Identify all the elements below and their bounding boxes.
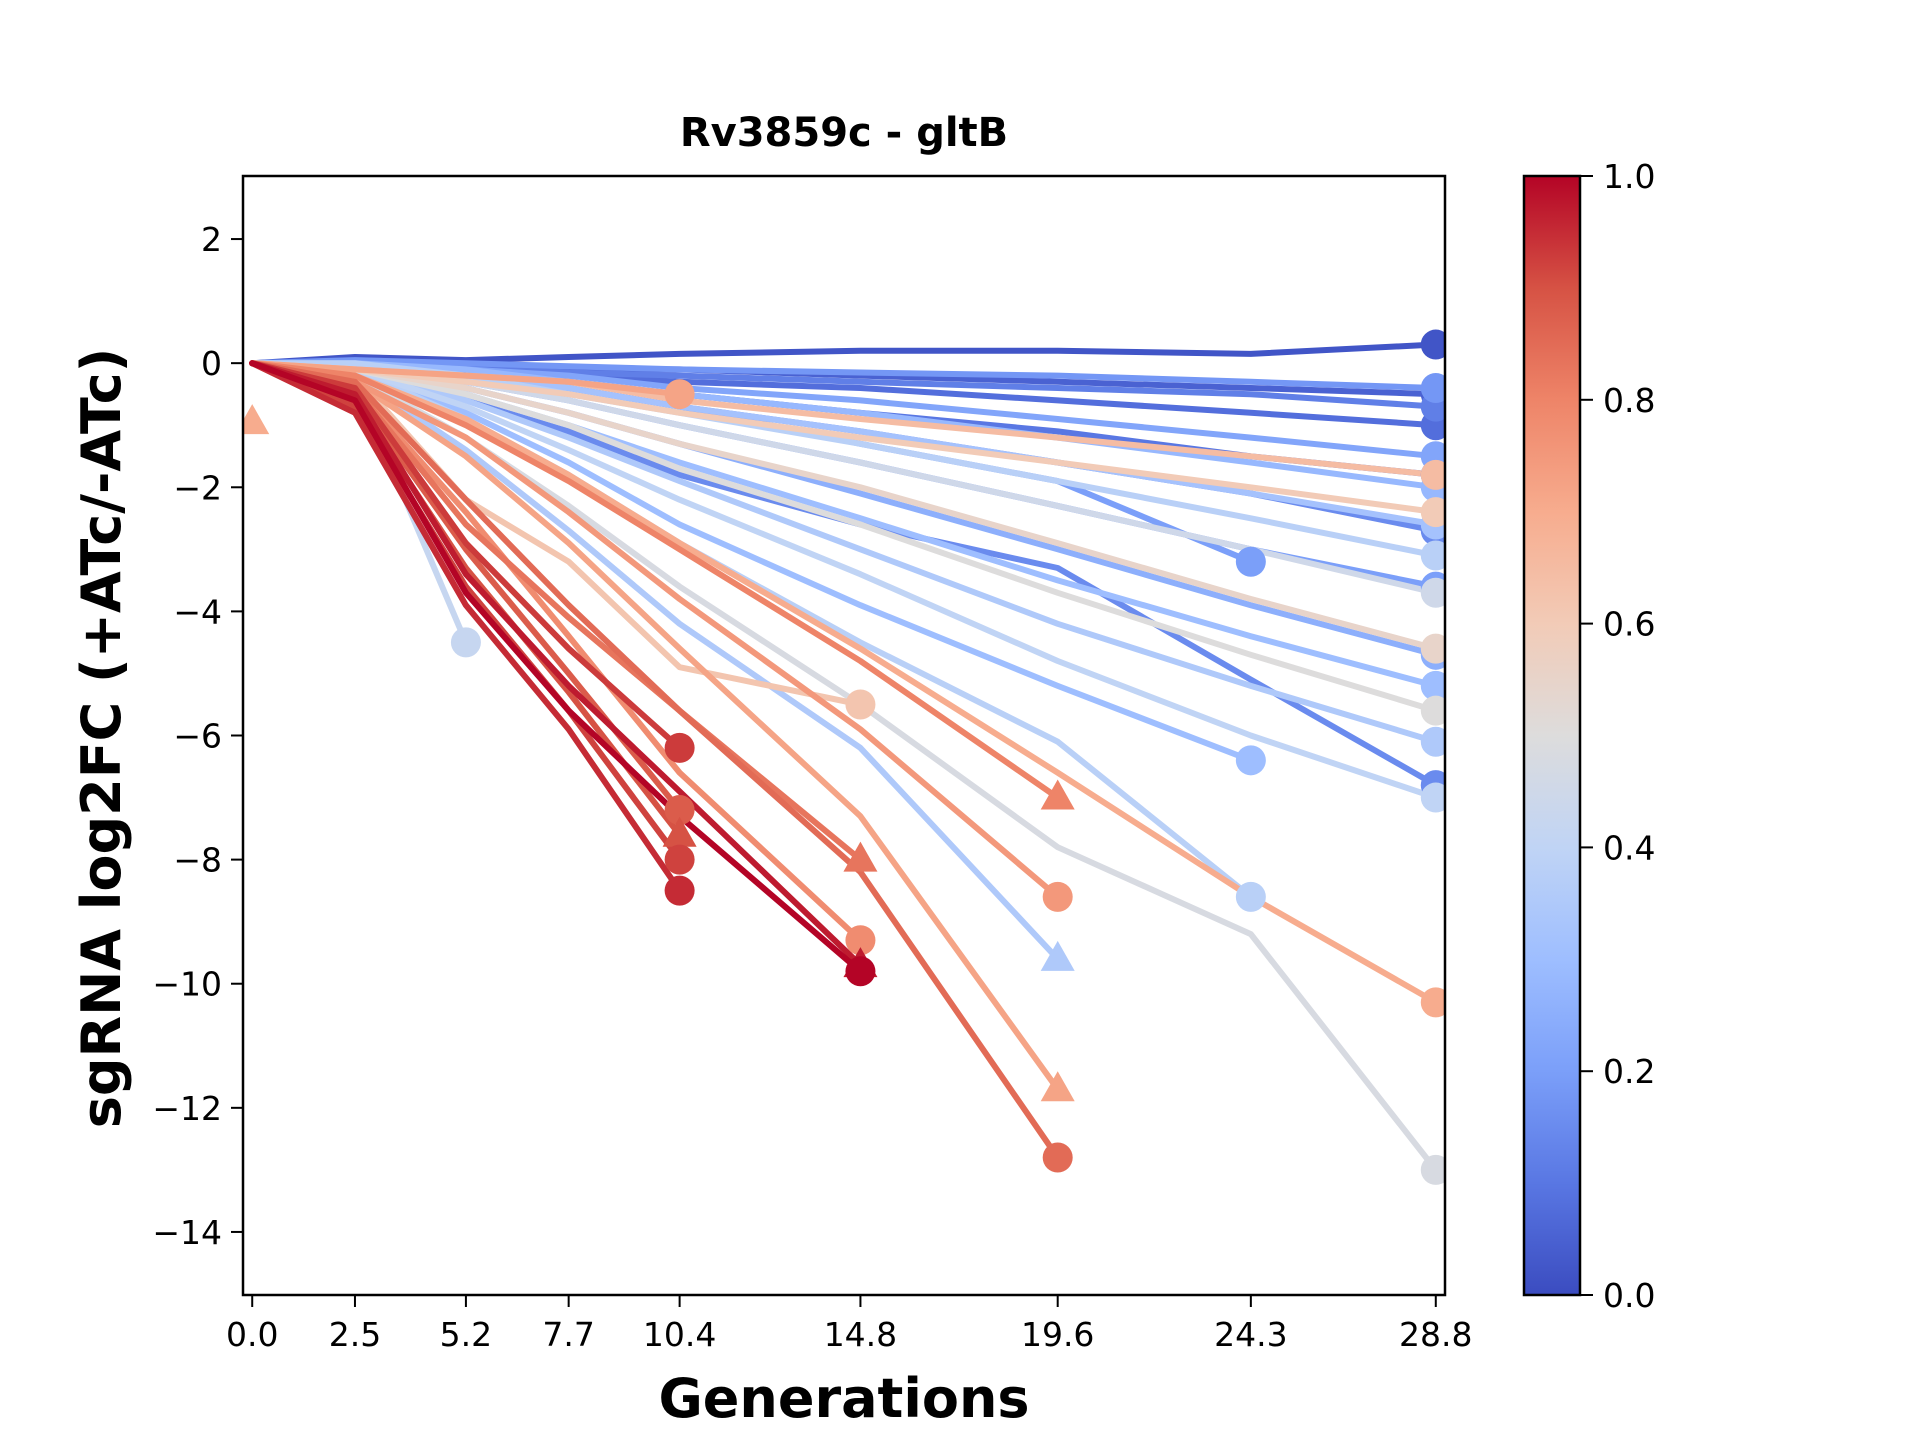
data-point (845, 956, 876, 987)
data-point (1042, 881, 1073, 912)
series-line-s26 (249, 360, 864, 944)
colorbar-tick-label: 0.4 (1603, 828, 1655, 867)
y-tick-label: −8 (173, 841, 222, 880)
y-tick-label: −4 (173, 592, 222, 631)
data-point-triangle (1040, 1071, 1075, 1102)
colorbar-tick-label: 0.2 (1603, 1052, 1655, 1091)
x-tick-label: 14.8 (824, 1315, 897, 1354)
x-tick-label: 10.4 (643, 1315, 716, 1354)
data-point-triangle (244, 404, 270, 435)
series-line-s18 (249, 360, 1439, 1173)
data-point (1420, 726, 1444, 757)
x-tick-label: 28.8 (1399, 1315, 1472, 1354)
series-line-s31 (249, 360, 683, 863)
data-point (1420, 540, 1444, 571)
series-line-s36 (249, 360, 864, 863)
colorbar-tick-label: 0.6 (1603, 605, 1655, 644)
data-point (1420, 782, 1444, 813)
colorbar-tick-label: 0.8 (1603, 381, 1655, 420)
data-point (1420, 695, 1444, 726)
y-tick-label: −2 (173, 468, 222, 507)
data-point (1420, 497, 1444, 528)
data-point (664, 794, 695, 825)
colorbar-ticks: 0.0 0.2 0.4 0.6 0.8 1.0 (1580, 157, 1655, 1315)
series-line-s35 (249, 360, 683, 751)
series-line-s27 (249, 360, 1061, 801)
data-point (1235, 745, 1266, 776)
series-line-s33 (249, 360, 864, 969)
series-line-s28 (249, 360, 1061, 1161)
x-tick-label: 2.5 (329, 1315, 381, 1354)
data-point (1420, 670, 1444, 701)
x-axis: 0.0 2.5 5.2 7.7 10.4 14.8 19.6 24.3 28.8 (226, 1295, 1473, 1354)
x-tick-label: 7.7 (542, 1315, 594, 1354)
y-tick-label: 2 (201, 220, 222, 259)
data-point (664, 732, 695, 763)
data-point (845, 925, 876, 956)
data-point (664, 844, 695, 875)
colorbar-tick-label: 1.0 (1603, 157, 1655, 196)
y-tick-label: −14 (152, 1213, 222, 1252)
y-axis: 2 0 −2 −4 −6 −8 −10 −12 −14 (152, 220, 243, 1252)
series-line-s16 (249, 360, 1439, 801)
x-tick-label: 0.0 (226, 1315, 278, 1354)
data-point (1420, 329, 1444, 360)
data-point-triangle (1040, 940, 1075, 971)
data-point (1420, 459, 1444, 490)
series-line-s30 (249, 360, 683, 838)
y-tick-label: −10 (152, 965, 222, 1004)
series-line-s1 (249, 341, 1439, 367)
data-point (450, 627, 481, 658)
data-point (664, 875, 695, 906)
data-point (664, 379, 695, 410)
series-line-s44 (249, 360, 683, 398)
colorbar-tick-label: 0.0 (1603, 1276, 1655, 1315)
x-tick-label: 19.6 (1021, 1315, 1094, 1354)
data-point (1420, 633, 1444, 664)
series-line-s32 (249, 360, 683, 894)
x-tick-label: 24.3 (1214, 1315, 1287, 1354)
data-point (1235, 881, 1266, 912)
data-point (1420, 1154, 1444, 1185)
marker-layer (244, 329, 1444, 1185)
data-point-triangle (843, 841, 878, 872)
series-line-s34 (249, 360, 864, 975)
data-point (1235, 546, 1266, 577)
data-point (1042, 1142, 1073, 1173)
y-tick-label: 0 (201, 344, 222, 383)
data-point (845, 689, 876, 720)
chart-title: Rv3859c - gltB (680, 110, 1008, 156)
y-tick-label: −12 (152, 1089, 222, 1128)
x-axis-label: Generations (658, 1367, 1029, 1430)
data-point (1420, 577, 1444, 608)
data-point-triangle (662, 816, 697, 847)
x-tick-label: 5.2 (440, 1315, 492, 1354)
y-axis-label: sgRNA log2FC (+ATc/-ATc) (70, 348, 133, 1129)
y-tick-label: −6 (173, 717, 222, 756)
data-point (1420, 372, 1444, 403)
series-line-s7 (249, 357, 1439, 391)
colorbar (1522, 174, 1582, 1297)
data-point-triangle (1040, 779, 1075, 810)
data-point (1420, 987, 1444, 1018)
